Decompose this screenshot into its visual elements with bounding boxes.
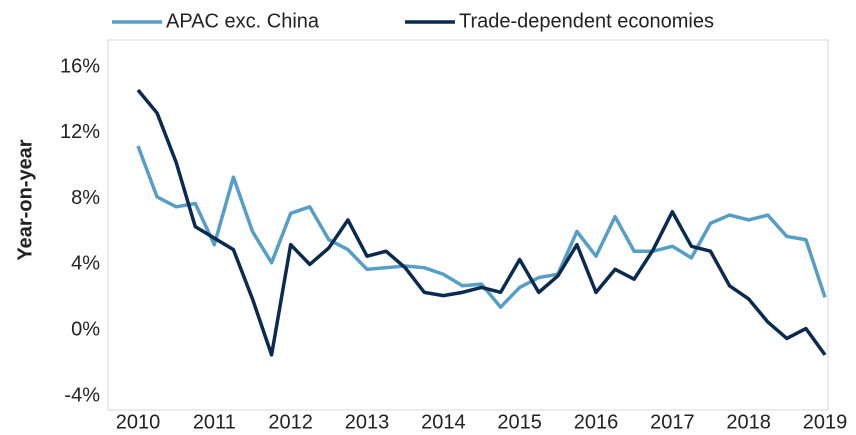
- y-axis-label: Year-on-year: [14, 139, 36, 260]
- legend-label: APAC exc. China: [166, 10, 320, 32]
- x-tick-label: 2012: [268, 411, 313, 433]
- x-tick-label: 2011: [193, 411, 236, 433]
- x-tick-label: 2019: [803, 411, 848, 433]
- series-line: [136, 88, 827, 357]
- x-tick-label: 2018: [726, 411, 771, 433]
- x-tick-label: 2010: [116, 411, 161, 433]
- x-tick-label: 2016: [574, 411, 619, 433]
- plot-frame: [107, 39, 829, 411]
- y-tick-label: 16%: [60, 55, 100, 77]
- y-tick-label: 0%: [71, 318, 100, 340]
- y-tick-label: 12%: [60, 121, 100, 143]
- x-tick-label: 2014: [421, 411, 466, 433]
- x-tick-label: 2013: [345, 411, 390, 433]
- y-tick-label: 8%: [71, 187, 100, 209]
- x-tick-label: 2015: [497, 411, 542, 433]
- y-tick-label: 4%: [71, 253, 100, 275]
- x-tick-label: 2017: [650, 411, 695, 433]
- legend-label: Trade-dependent economies: [459, 10, 714, 32]
- series-line: [136, 145, 827, 309]
- y-tick-label: -4%: [64, 384, 100, 406]
